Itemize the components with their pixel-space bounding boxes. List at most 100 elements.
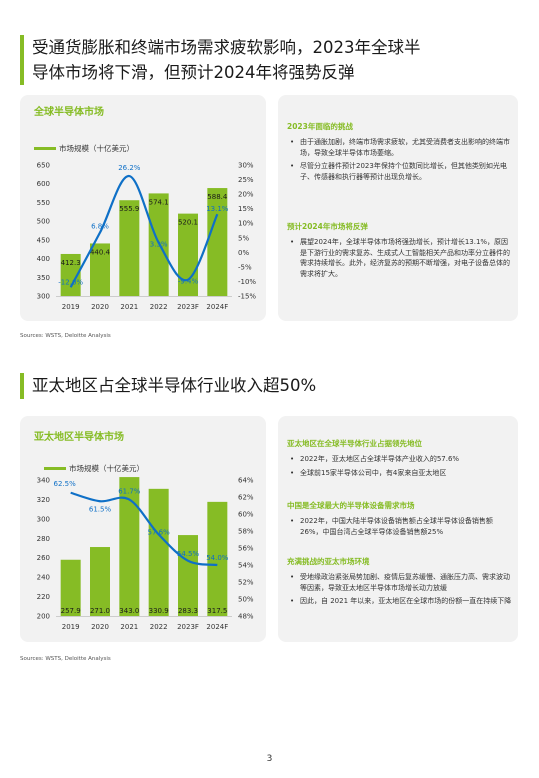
challenge-heading: 充满挑战的亚太市场环境 — [287, 557, 370, 566]
right-axis-tick-label: 25% — [238, 176, 254, 184]
right-axis-tick-label: 56% — [238, 545, 254, 553]
left-axis-tick-label: 500 — [37, 218, 50, 226]
right-axis-tick-label: 15% — [238, 205, 254, 213]
left-axis-tick-label: 550 — [37, 199, 50, 207]
x-axis-tick-label: 2022 — [150, 623, 168, 631]
bar — [207, 501, 228, 616]
left-axis-tick-label: 320 — [37, 496, 50, 504]
bar — [90, 243, 110, 296]
line-value-label: 57.6% — [148, 528, 171, 536]
right-axis-tick-label: 54% — [238, 562, 254, 570]
x-axis-tick-label: 2020 — [91, 623, 109, 631]
line-value-label: -12.0% — [58, 278, 83, 286]
bar — [178, 535, 198, 616]
section-title-line1: 受通货膨胀和终端市场需求疲软影响，2023年全球半 — [32, 38, 421, 57]
left-axis-tick-label: 300 — [37, 293, 50, 301]
list-item: 2022年，中国大陆半导体设备销售额占全球半导体设备销售额26%，中国台湾占全球… — [288, 516, 512, 537]
bar — [148, 488, 169, 616]
bar-value-label: 412.3 — [61, 259, 81, 267]
legend-swatch — [34, 147, 56, 150]
bar — [207, 188, 228, 296]
text-panel — [278, 95, 518, 321]
challenges-list: 由于通胀加剧，终端市场需求疲软，尤其受消费者支出影响的终端市场，导致全球半导体市… — [288, 137, 512, 185]
legend-swatch — [44, 467, 66, 470]
bar-value-label: 520.1 — [178, 219, 198, 227]
right-axis-tick-label: -10% — [238, 278, 256, 286]
source-note: Sources: WSTS, Deloitte Analysis — [20, 333, 111, 339]
x-axis-tick-label: 2022 — [150, 303, 168, 311]
x-axis-tick-label: 2019 — [62, 303, 80, 311]
left-axis-tick-label: 350 — [37, 274, 50, 282]
section-accent-bar — [20, 35, 24, 85]
x-axis-tick-label: 2019 — [62, 623, 80, 631]
right-axis-tick-label: -5% — [238, 263, 252, 271]
series-line — [70, 491, 218, 567]
rebound-heading: 预计2024年市场将反弹 — [287, 222, 368, 231]
bar — [90, 547, 110, 616]
x-axis-tick-label: 2024F — [206, 303, 228, 311]
bar — [119, 477, 140, 616]
apac-chart: 200 220 240 260 280 300 320 340 48% 50% 52% 54% 56% 5… — [37, 477, 254, 632]
series-line — [69, 174, 219, 288]
bar-value-label: 574.1 — [149, 198, 169, 206]
bar-value-label: 317.5 — [207, 607, 227, 615]
bar — [119, 200, 140, 296]
right-axis-tick-label: 50% — [238, 596, 254, 604]
line-value-label: 6.8% — [91, 223, 109, 231]
bar-value-label: 330.9 — [149, 607, 169, 615]
right-axis-tick-label: 62% — [238, 494, 254, 502]
right-axis-tick-label: 64% — [238, 477, 254, 485]
x-axis-tick-label: 2023F — [177, 623, 199, 631]
list-item: 全球前15家半导体公司中，有4家来自亚太地区 — [288, 468, 512, 479]
left-axis-tick-label: 200 — [37, 613, 50, 621]
legend-label: 市场规模（十亿美元） — [69, 464, 144, 473]
leading-heading: 亚太地区在全球半导体行业占据领先地位 — [287, 439, 422, 448]
china-list: 2022年，中国大陆半导体设备销售额占全球半导体设备销售额26%，中国台湾占全球… — [288, 516, 512, 540]
right-axis-tick-label: 60% — [238, 511, 254, 519]
right-axis-tick-label: -15% — [238, 293, 256, 301]
bar-value-label: 257.9 — [61, 607, 81, 615]
line-value-label: 61.7% — [118, 488, 141, 496]
list-item: 因此，自 2021 年以来，亚太地区在全球市场的份额一直在持续下降 — [288, 596, 512, 607]
left-axis-tick-label: 240 — [37, 574, 50, 582]
bar-value-label: 588.4 — [207, 193, 228, 201]
right-axis-tick-label: 30% — [238, 162, 254, 170]
list-item: 尽管分立器件预计2023年保持个位数同比增长，但其他类别如光电子、传感器和执行器… — [288, 161, 512, 182]
china-heading: 中国是全球最大的半导体设备需求市场 — [287, 501, 415, 510]
right-axis-tick-label: 20% — [238, 191, 254, 199]
x-axis-tick-label: 2024F — [206, 623, 228, 631]
right-axis-tick-label: 58% — [238, 528, 254, 536]
left-axis-tick-label: 340 — [37, 477, 50, 485]
challenges-heading: 2023年面临的挑战 — [287, 122, 353, 131]
leading-list: 2022年，亚太地区占全球半导体产业收入的57.6% 全球前15家半导体公司中，… — [288, 454, 512, 481]
left-axis-tick-label: 260 — [37, 554, 50, 562]
right-axis-tick-label: 52% — [238, 579, 254, 587]
line-value-label: 54.5% — [177, 550, 200, 558]
list-item: 由于通胀加剧，终端市场需求疲软，尤其受消费者支出影响的终端市场，导致全球半导体市… — [288, 137, 512, 158]
page-number: 3 — [266, 754, 273, 764]
left-axis-tick-label: 450 — [37, 236, 50, 244]
bar-value-label: 343.0 — [119, 607, 139, 615]
source-note: Sources: WSTS, Deloitte Analysis — [20, 656, 111, 662]
bar-value-label: 555.9 — [119, 205, 139, 213]
chart-legend: 市场规模（十亿美元） — [44, 463, 144, 474]
bar-value-label: 440.4 — [90, 248, 111, 256]
bar-value-label: 283.3 — [178, 607, 198, 615]
left-axis-tick-label: 280 — [37, 535, 50, 543]
market-chart: 300 350 400 450 500 550 600 650 -15% -10% -5% 0% 5% 1… — [37, 162, 257, 312]
right-axis-tick-label: 5% — [238, 234, 249, 242]
line-value-label: -9.4% — [178, 278, 199, 286]
right-axis-tick-label: 0% — [238, 249, 249, 257]
line-value-label: 61.5% — [89, 505, 112, 513]
left-axis-tick-label: 400 — [37, 255, 50, 263]
chart-legend: 市场规模（十亿美元） — [34, 143, 134, 154]
legend-label: 市场规模（十亿美元） — [59, 144, 134, 153]
line-value-label: 62.5% — [54, 480, 77, 488]
left-axis-tick-label: 300 — [37, 515, 50, 523]
bar-value-label: 271.0 — [90, 607, 110, 615]
left-axis-tick-label: 600 — [37, 180, 50, 188]
list-item: 2022年，亚太地区占全球半导体产业收入的57.6% — [288, 454, 512, 465]
section-title-line2: 导体市场将下滑，但预计2024年将强势反弹 — [32, 63, 355, 82]
list-item: 展望2024年，全球半导体市场将强劲增长，预计增长13.1%，原因是下游行业的需… — [288, 237, 512, 279]
left-axis-tick-label: 220 — [37, 593, 50, 601]
